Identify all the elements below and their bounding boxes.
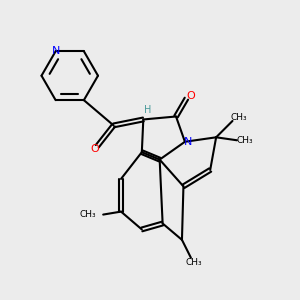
Text: CH₃: CH₃ (237, 136, 253, 145)
Text: O: O (90, 144, 99, 154)
Text: N: N (184, 137, 192, 147)
Text: O: O (187, 91, 195, 101)
Text: CH₃: CH₃ (185, 258, 202, 267)
Text: H: H (144, 105, 152, 115)
Text: CH₃: CH₃ (231, 113, 247, 122)
Text: CH₃: CH₃ (79, 210, 96, 219)
Text: N: N (51, 46, 60, 56)
